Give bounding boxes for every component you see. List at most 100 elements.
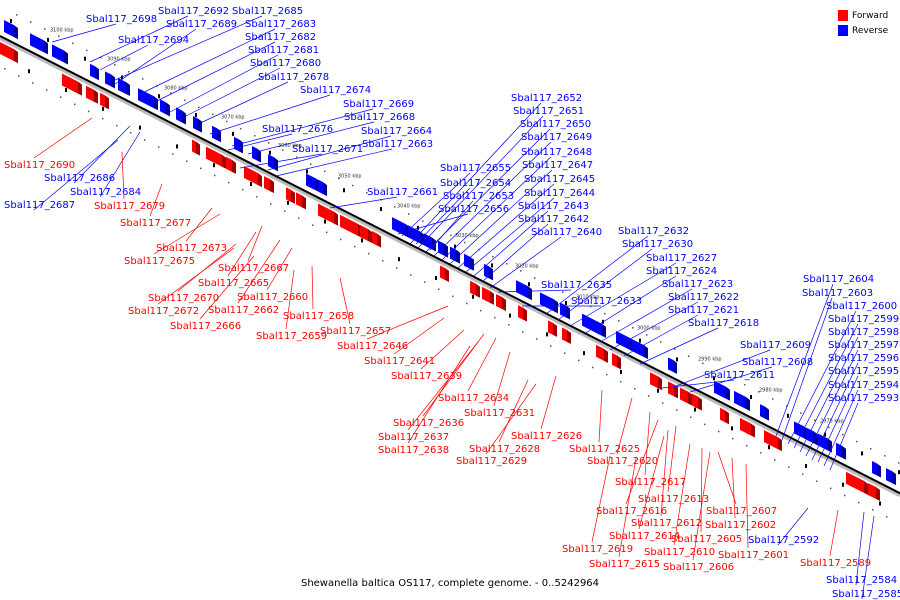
track-dot	[270, 203, 272, 205]
forward-gene-block	[318, 203, 338, 226]
reverse-gene-label: Sbal117_2685	[232, 6, 303, 17]
reverse-gene-label: Sbal117_2630	[622, 239, 693, 250]
track-dot	[604, 312, 606, 315]
forward-gene-block	[440, 265, 449, 283]
forward-gene-block	[720, 407, 729, 425]
leader-line	[401, 172, 471, 237]
feature-mark	[509, 313, 511, 318]
track-dot	[102, 117, 104, 120]
track-dot	[4, 68, 6, 70]
forward-gene-block	[596, 344, 608, 363]
reverse-gene-label: Sbal117_2663	[362, 139, 433, 150]
track-dot	[788, 466, 790, 468]
feature-mark	[528, 282, 530, 287]
forward-gene-block	[548, 320, 557, 337]
leader-line	[467, 337, 497, 392]
forward-gene-label: Sbal117_2646	[337, 341, 408, 352]
forward-gene-block	[192, 139, 200, 156]
reverse-gene-block	[668, 357, 677, 374]
reverse-gene-block	[714, 380, 730, 401]
track-dot	[18, 75, 20, 77]
track-dot	[256, 196, 258, 198]
track-dot	[310, 163, 312, 165]
reverse-gene-label: Sbal117_2623	[662, 279, 733, 290]
forward-gene-block	[226, 156, 236, 174]
forward-gene-label: Sbal117_2637	[378, 432, 449, 443]
reverse-gene-label: Sbal117_2654	[440, 178, 511, 189]
track-dot	[88, 110, 90, 113]
feature-mark	[454, 244, 456, 249]
reverse-gene-block	[118, 77, 130, 97]
forward-gene-label: Sbal117_2641	[364, 356, 435, 367]
forward-gene-block	[518, 305, 527, 322]
track-dot	[676, 409, 678, 411]
reverse-swatch	[838, 25, 848, 36]
track-dot	[618, 319, 620, 322]
track-dot	[452, 295, 454, 298]
feature-mark	[861, 451, 863, 456]
leader-line	[829, 509, 839, 557]
forward-gene-block	[496, 293, 506, 312]
feature-mark	[306, 169, 308, 174]
reverse-gene-label: Sbal117_2681	[248, 45, 319, 56]
reverse-gene-label: Sbal117_2598	[828, 327, 899, 338]
leader-line	[545, 235, 649, 315]
forward-gene-block	[680, 387, 692, 406]
feature-mark	[324, 219, 326, 224]
reverse-gene-block	[318, 179, 327, 197]
reverse-gene-label: Sbal117_2678	[258, 72, 329, 83]
track-dot	[240, 127, 242, 130]
leader-line	[493, 351, 511, 407]
track-dot	[746, 444, 748, 447]
track-dot	[198, 106, 200, 109]
leader-line	[339, 277, 351, 325]
forward-gene-label: Sbal117_2662	[208, 305, 279, 316]
leader-line	[449, 169, 553, 265]
reverse-gene-label: Sbal117_2608	[742, 357, 813, 368]
leader-line	[481, 223, 549, 283]
track-dot	[410, 274, 412, 276]
track-dot	[74, 103, 76, 106]
forward-gene-block	[764, 430, 782, 452]
track-dot	[842, 433, 844, 436]
leader-line	[591, 455, 611, 543]
reverse-gene-label: Sbal117_2643	[518, 201, 589, 212]
forward-gene-block	[562, 327, 571, 345]
feature-mark	[713, 376, 715, 381]
track-dot	[282, 149, 284, 151]
track-dot	[774, 459, 776, 461]
legend: Forward Reverse	[838, 8, 888, 38]
track-dot	[662, 402, 664, 404]
forward-gene-block	[244, 165, 262, 188]
track-dot	[424, 281, 426, 283]
track-dot	[674, 348, 676, 350]
leader-line	[616, 397, 633, 455]
forward-gene-block	[692, 393, 702, 411]
track-dot	[72, 42, 74, 45]
track-dot	[114, 63, 116, 66]
forward-gene-label: Sbal117_2607	[706, 506, 777, 517]
track-dot	[548, 284, 550, 286]
track-dot	[564, 352, 566, 355]
track-dot	[352, 184, 354, 187]
track-dot	[760, 452, 762, 454]
reverse-gene-label: Sbal117_2676	[262, 124, 333, 135]
leader-line	[199, 255, 255, 320]
leader-line	[397, 213, 469, 235]
feature-mark	[879, 501, 881, 506]
reverse-gene-block	[193, 116, 202, 133]
track-dot	[172, 153, 174, 155]
leader-line	[121, 151, 125, 200]
forward-gene-label: Sbal117_2628	[469, 444, 540, 455]
forward-gene-label: Sbal117_2660	[237, 292, 308, 303]
reverse-gene-block	[582, 313, 606, 338]
leader-line	[149, 183, 163, 217]
forward-gene-block	[62, 73, 82, 96]
leader-line	[154, 41, 276, 103]
track-dot	[58, 35, 60, 37]
forward-gene-block	[206, 146, 226, 169]
reverse-gene-block	[408, 225, 424, 246]
reverse-gene-block	[484, 263, 493, 281]
forward-gene-label: Sbal117_2602	[705, 520, 776, 531]
